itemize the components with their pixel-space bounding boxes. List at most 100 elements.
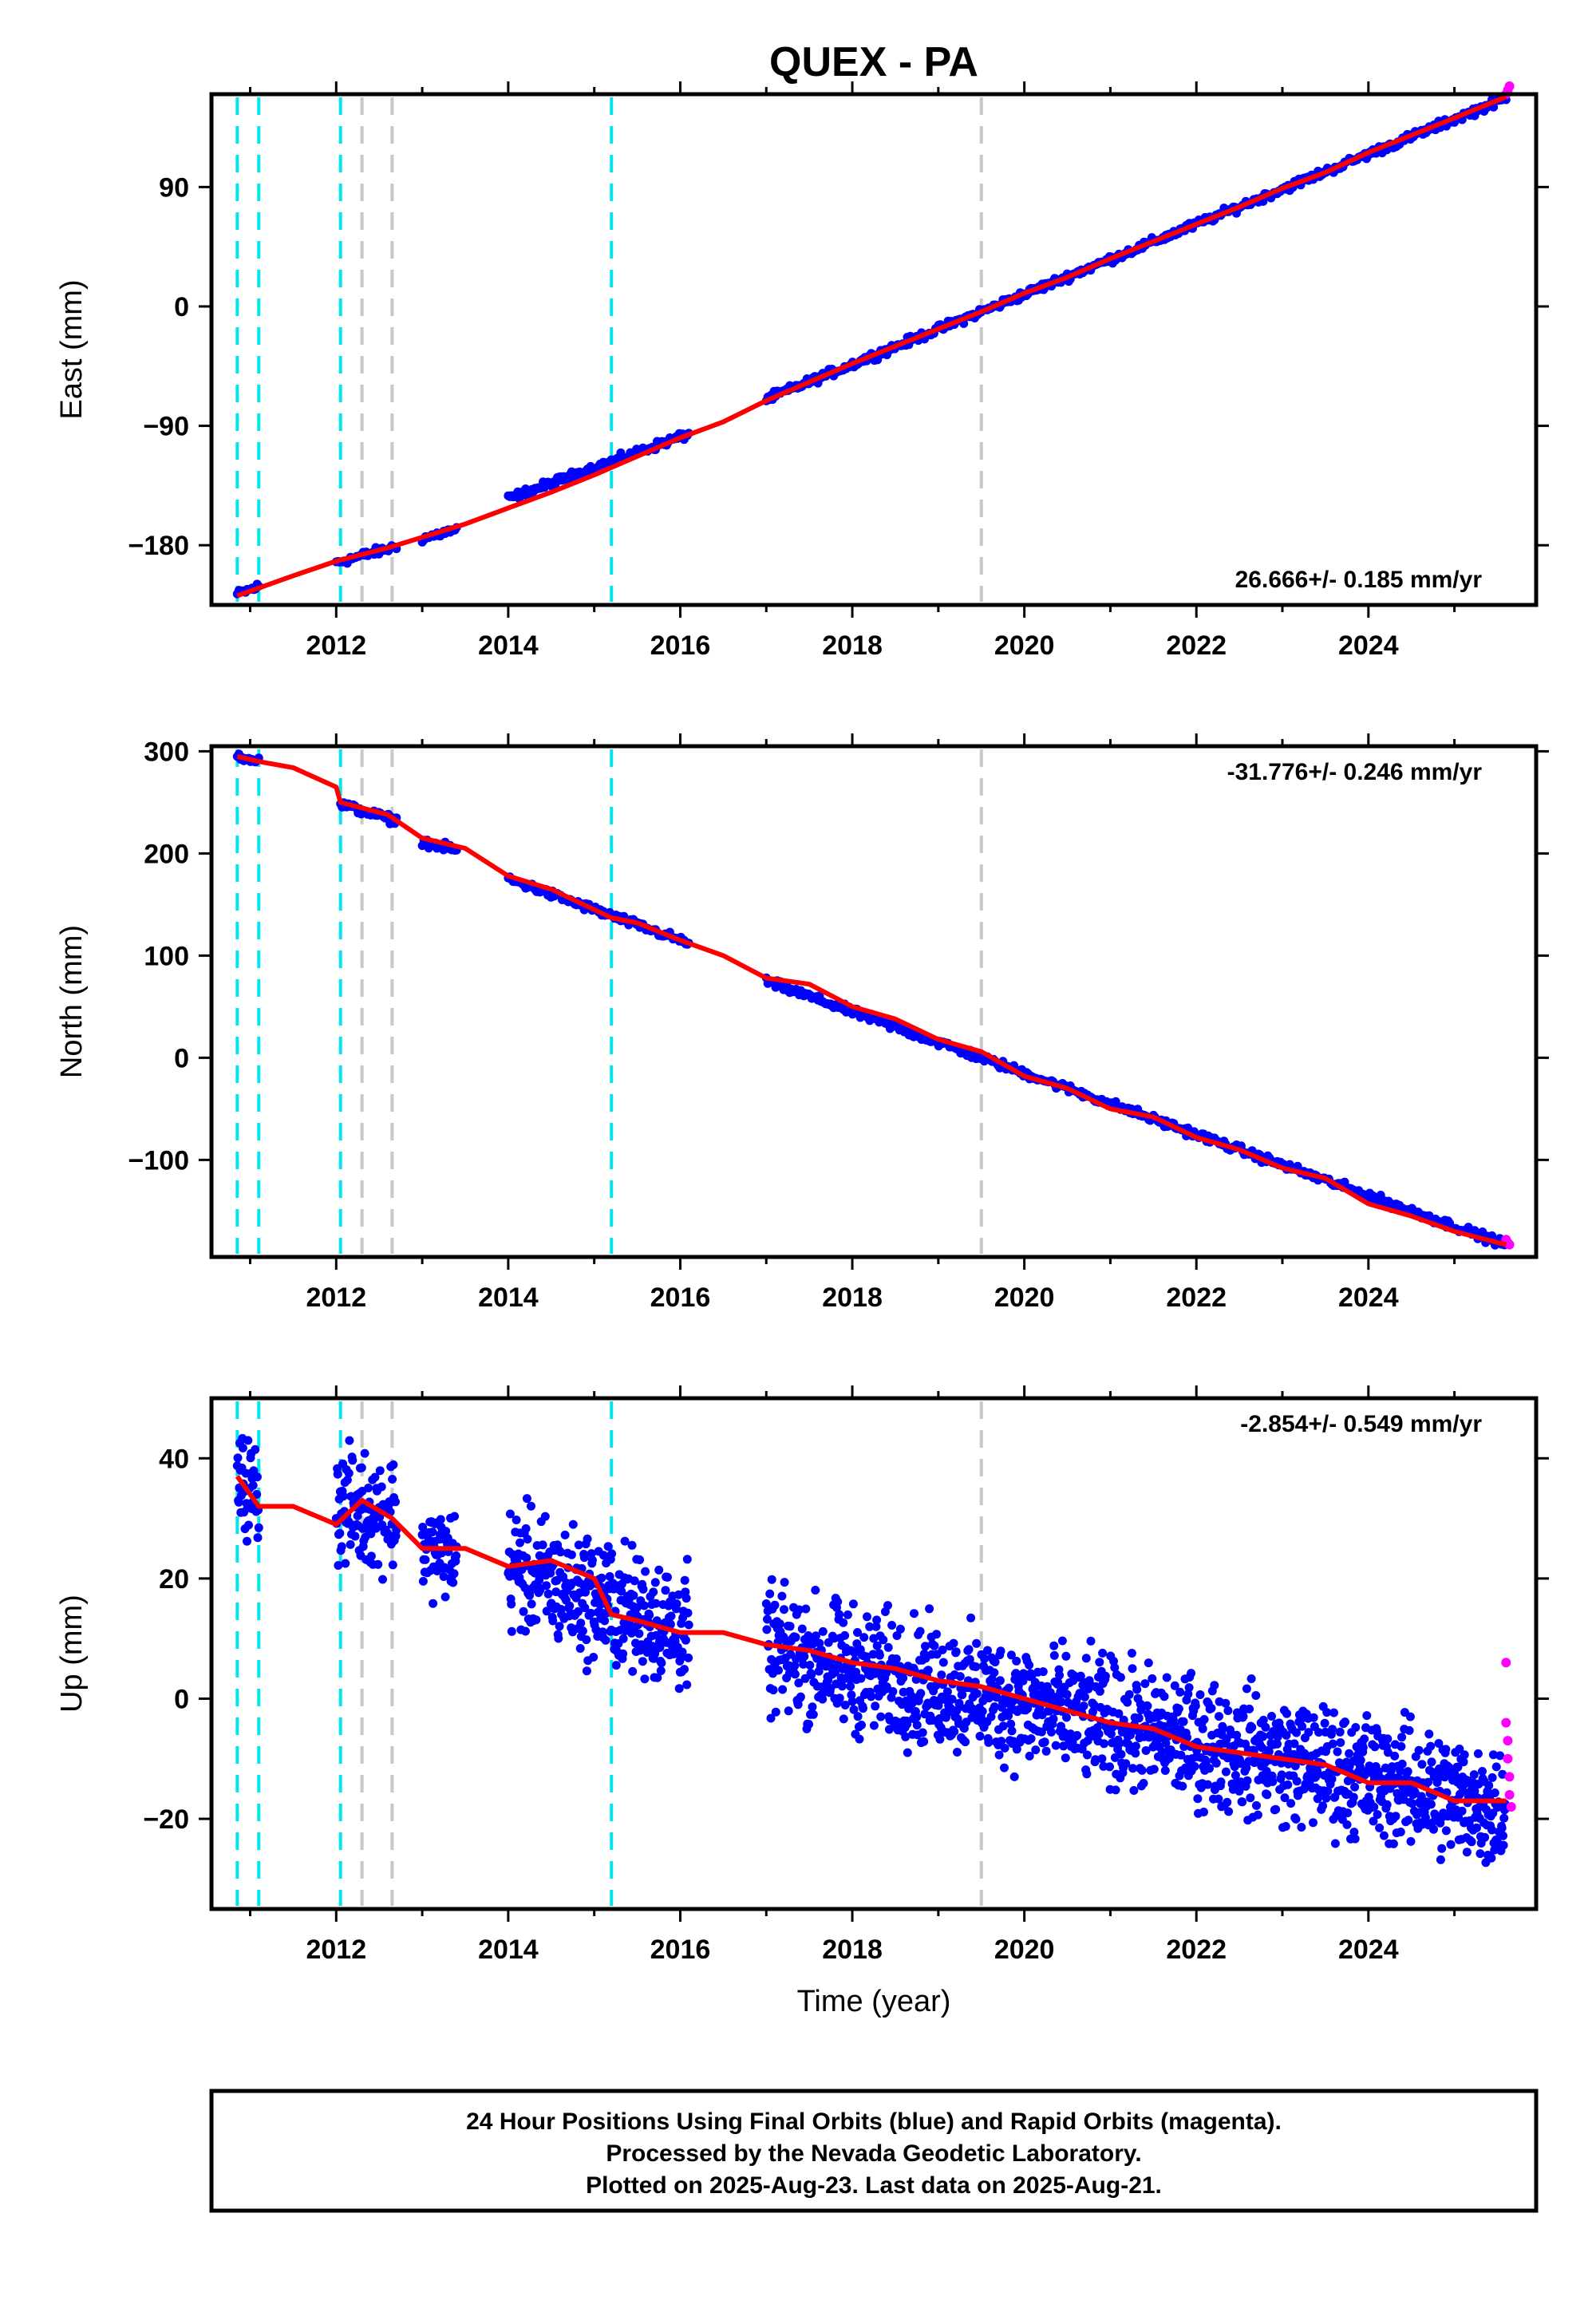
up-final-point [903,1748,912,1757]
up-final-point [895,1624,905,1634]
up-final-point [980,1654,990,1663]
up-final-point [1330,1839,1340,1848]
up-final-point [600,1616,610,1626]
up-final-point [233,1453,243,1463]
up-final-point [1271,1804,1281,1814]
up-final-point [1221,1767,1231,1777]
up-final-point [1405,1712,1415,1721]
up-final-point [1055,1670,1065,1680]
north-xtick-label: 2012 [306,1282,366,1313]
up-final-point [1356,1756,1365,1765]
up-final-point [1497,1824,1507,1832]
up-final-point [859,1704,867,1713]
up-final-point [1282,1709,1291,1718]
east-frame [209,92,1539,607]
up-final-point [1369,1816,1378,1826]
up-final-point [519,1607,528,1616]
east-ytick-label: −180 [128,531,189,561]
footer-box: 24 Hour Positions Using Final Orbits (bl… [209,2089,1539,2213]
up-final-point [568,1520,578,1529]
up-final-point [1487,1853,1496,1863]
up-final-point [1499,1840,1508,1850]
up-xtick-label: 2016 [650,1935,711,1965]
up-final-point [1495,1751,1505,1761]
up-final-point [521,1626,530,1636]
up-final-point [901,1732,911,1741]
up-final-point [1246,1793,1255,1803]
up-final-point [1258,1715,1268,1725]
north-xtick-label: 2024 [1338,1282,1399,1313]
up-final-point [1207,1704,1216,1713]
up-final-point [1199,1808,1208,1816]
up-final-point [1088,1707,1097,1717]
up-final-point [907,1692,916,1701]
up-final-point [1318,1801,1328,1811]
up-final-point [1450,1771,1460,1780]
up-final-point [984,1737,994,1747]
time-axis-label: Time (year) [797,1985,951,2018]
up-final-point [1323,1786,1333,1796]
up-final-point [1191,1701,1200,1710]
up-final-point [1436,1855,1445,1864]
up-final-point [1159,1692,1169,1701]
up-final-point [650,1578,660,1587]
up-final-point [856,1674,866,1683]
up-final-point [965,1654,974,1664]
east-xtick-label: 2020 [994,630,1055,661]
up-final-point [1124,1690,1134,1699]
up-final-point [871,1701,880,1711]
up-final-point [1238,1712,1248,1721]
up-final-point [1397,1733,1407,1742]
up-final-point [601,1635,610,1645]
up-rapid-point [1501,1717,1511,1728]
up-final-point [1053,1678,1063,1687]
up-final-point [1139,1779,1148,1788]
up-final-point [598,1551,608,1560]
up-final-point [1383,1748,1393,1757]
up-final-point [1351,1723,1361,1732]
up-final-point [597,1573,606,1583]
up-final-point [1038,1667,1048,1677]
up-final-point [1427,1757,1436,1767]
up-final-point [1291,1814,1301,1824]
up-final-point [655,1642,665,1652]
up-final-point [681,1594,691,1603]
up-final-point [1223,1706,1233,1715]
up-model-line [235,1475,1507,1804]
up-final-point [805,1661,815,1670]
up-final-point [663,1572,672,1582]
up-final-point [1051,1741,1061,1750]
up-final-point [793,1700,803,1709]
panel-east: 2012 2014 2016 2018 2020 2022 2024 −180 −90 0 90 Ea… [55,81,1549,661]
up-final-point [1137,1765,1147,1775]
up-final-point [344,1468,354,1478]
up-final-point [1251,1691,1261,1700]
up-final-point [1062,1713,1071,1722]
up-final-point [1083,1750,1092,1760]
up-rapid-point [1501,1658,1511,1668]
up-final-point [653,1673,662,1682]
up-final-point [335,1528,345,1538]
footer-line-2: Processed by the Nevada Geodetic Laborat… [606,2140,1141,2167]
up-final-point [1160,1766,1170,1775]
up-final-point [1253,1810,1262,1820]
up-final-point [1115,1739,1124,1749]
up-final-point [975,1732,985,1741]
up-final-point [1313,1766,1322,1776]
up-final-point [1062,1690,1072,1699]
up-final-point [1441,1826,1451,1836]
up-final-point [1296,1714,1306,1724]
up-final-point [1373,1810,1382,1820]
up-final-point [780,1578,789,1587]
up-final-point [990,1668,999,1678]
up-final-point [360,1448,369,1458]
up-final-point [377,1482,386,1492]
up-final-point [1473,1749,1483,1758]
up-final-point [888,1687,898,1696]
east-xtick-label: 2014 [478,630,539,661]
up-final-point [784,1706,793,1716]
up-final-point [1041,1746,1051,1756]
up-final-point [1369,1802,1379,1812]
up-final-point [1097,1754,1107,1764]
footer-line-1: 24 Hour Positions Using Final Orbits (bl… [466,2109,1282,2135]
